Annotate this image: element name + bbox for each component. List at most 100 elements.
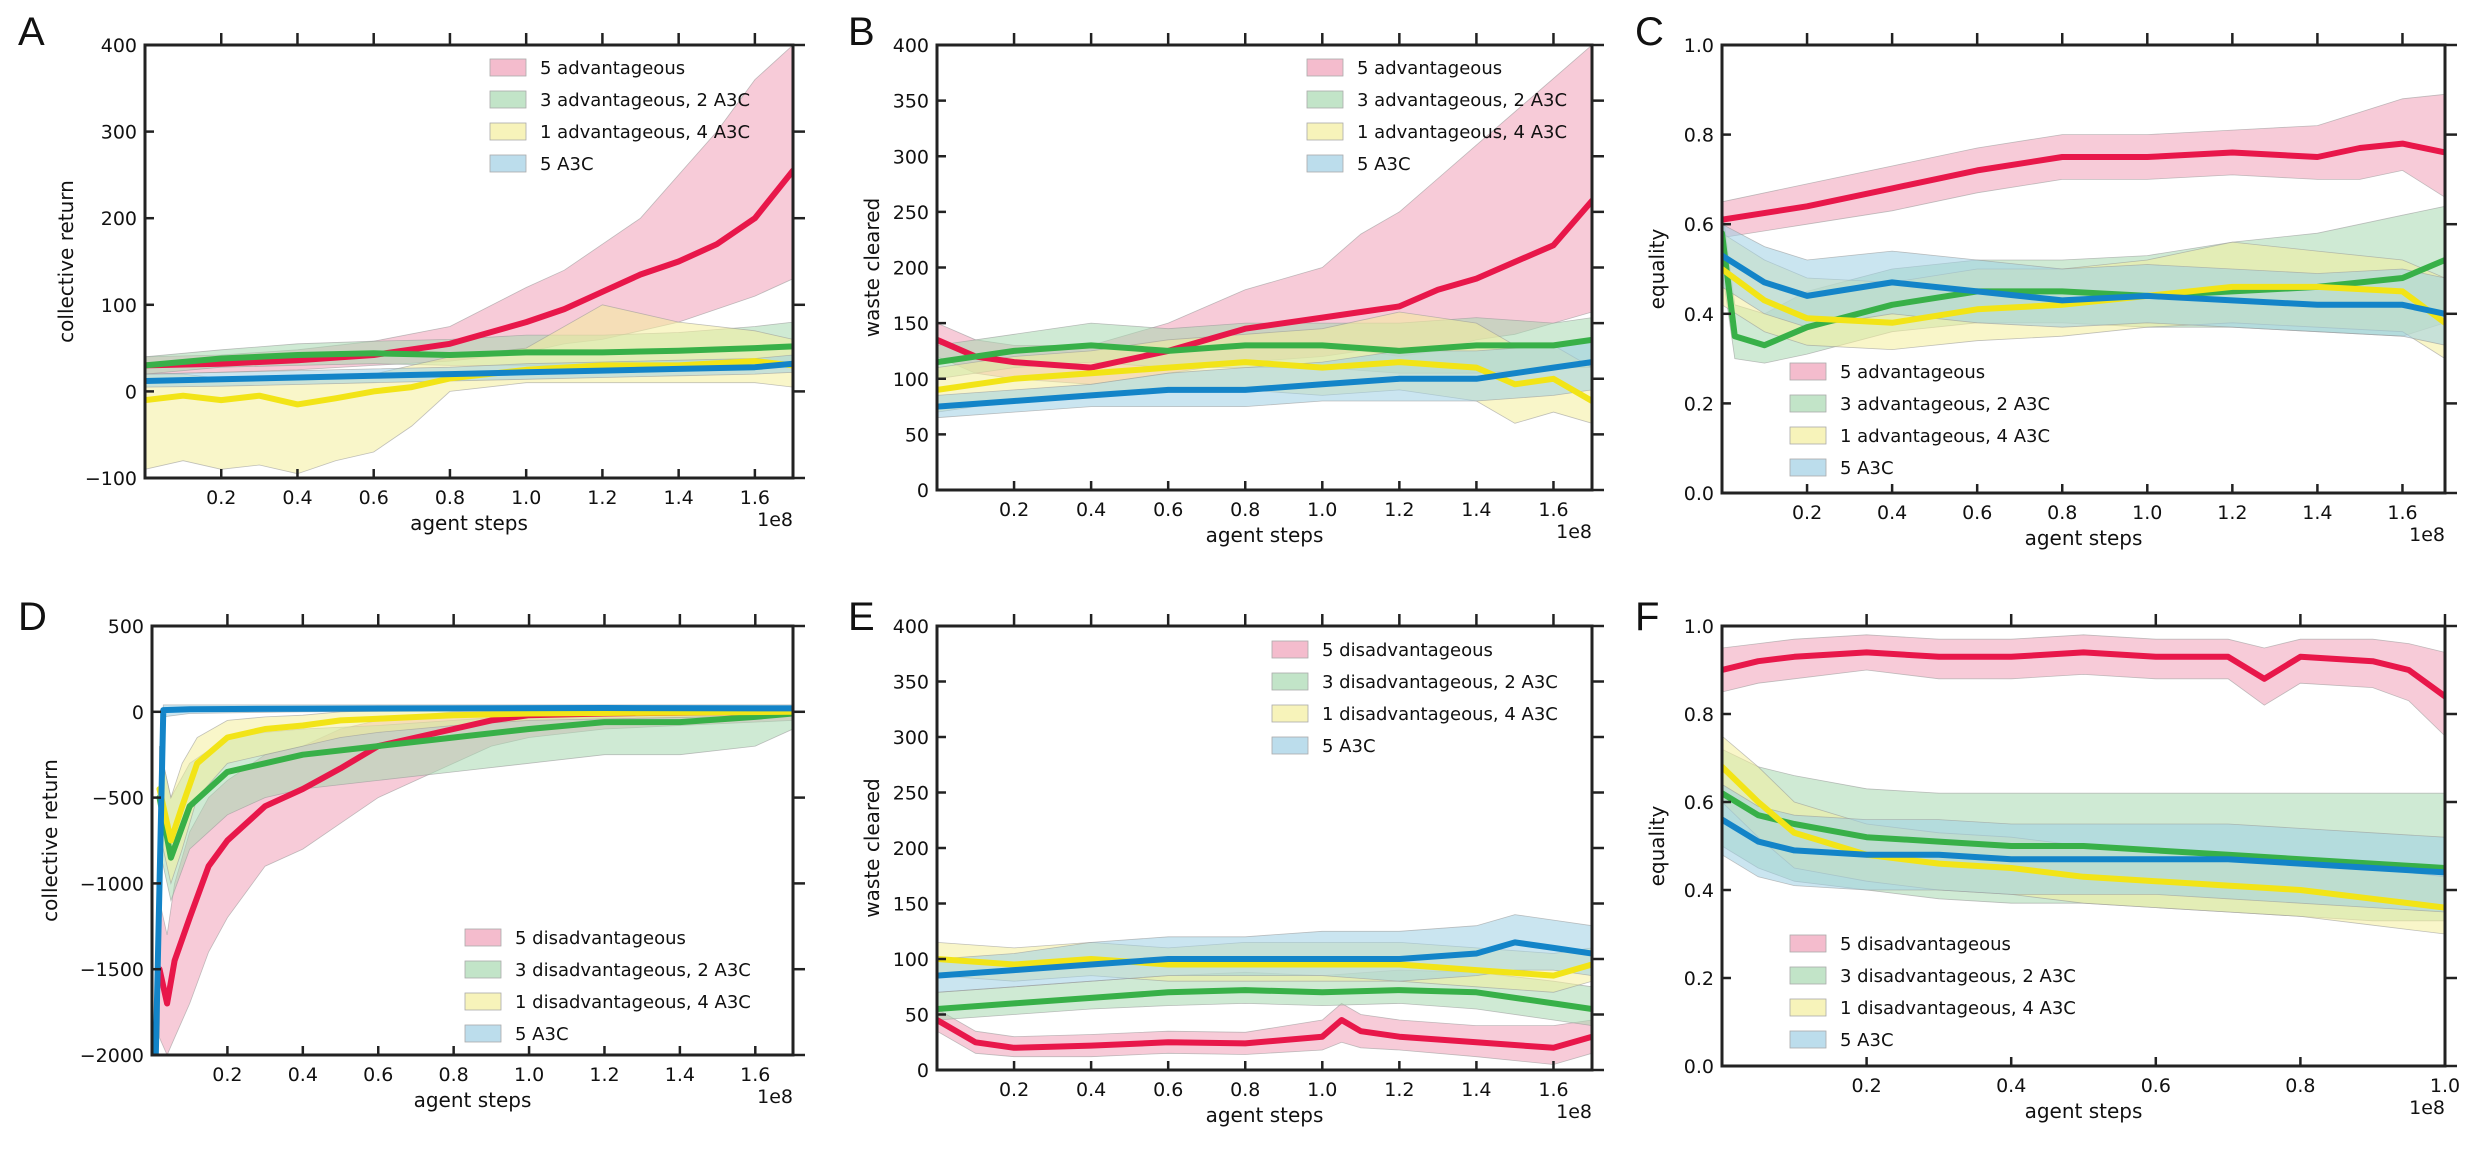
x-tick-label: 1.0 <box>2430 1075 2460 1097</box>
panel-letter: F <box>1635 595 1659 639</box>
series-band <box>937 339 1592 419</box>
y-tick-label: −100 <box>85 468 137 490</box>
series-line <box>937 359 1592 404</box>
legend-label: 3 advantageous, 2 A3C <box>1357 90 1567 111</box>
legend-swatch <box>464 992 502 1011</box>
panel-e: E 0.2 0.4 0.6 0.8 1.0 1.2 1.4 1.6 0 50 100 150 200 250… <box>848 595 1604 1127</box>
x-tick-label: 1.4 <box>1461 1079 1491 1101</box>
y-tick-label: 50 <box>905 1005 929 1027</box>
x-exponent-label: 1e8 <box>757 509 793 531</box>
axes-frame <box>150 624 795 1057</box>
legend-label: 3 disadvantageous, 2 A3C <box>1322 672 1558 693</box>
series-line <box>937 197 1592 371</box>
series-band <box>1722 223 2445 346</box>
x-tick-label: 1.2 <box>587 487 617 509</box>
legend-swatch <box>489 90 527 109</box>
panel-b: B 0.2 0.4 0.6 0.8 1.0 1.2 1.4 1.6 0 50 100 150 200 250… <box>848 10 1604 547</box>
y-tick-label: −1000 <box>80 873 144 895</box>
x-tick-label: 0.4 <box>1996 1075 2026 1097</box>
y-tick-label: 0.4 <box>1684 880 1714 902</box>
series-line <box>152 705 793 1055</box>
legend-swatch <box>1271 736 1309 755</box>
series-line <box>1722 816 2445 876</box>
y-tick-label: 150 <box>893 894 929 916</box>
legend-label: 5 A3C <box>1322 736 1376 757</box>
legend-label: 5 disadvantageous <box>515 928 686 949</box>
x-tick-label: 0.4 <box>1076 499 1106 521</box>
legend-label: 5 advantageous <box>1840 362 1985 383</box>
x-axis-label: agent steps <box>1206 1103 1324 1127</box>
legend-label: 5 advantageous <box>1357 58 1502 79</box>
legend-label: 5 disadvantageous <box>1322 640 1493 661</box>
y-tick-label: 0.8 <box>1684 704 1714 726</box>
x-tick-label: 0.4 <box>1877 502 1907 524</box>
series-band <box>1722 93 2445 239</box>
y-axis-label: equality <box>1645 805 1669 886</box>
legend-swatch <box>1789 1030 1827 1049</box>
panel-letter: D <box>18 595 47 639</box>
legend-label: 5 A3C <box>1840 458 1894 479</box>
x-tick-label: 0.2 <box>1851 1075 1881 1097</box>
series-line <box>1722 252 2445 317</box>
y-tick-label: 400 <box>101 35 137 57</box>
panel-letter: B <box>848 10 875 54</box>
x-tick-label: 1.0 <box>2132 502 2162 524</box>
x-tick-label: 1.6 <box>740 1064 770 1086</box>
panel-letter: E <box>848 595 875 639</box>
x-tick-label: 1.2 <box>2217 502 2247 524</box>
x-tick-label: 0.8 <box>2285 1075 2315 1097</box>
y-tick-label: −2000 <box>80 1045 144 1067</box>
plot-area <box>145 45 793 475</box>
legend-label: 1 disadvantageous, 4 A3C <box>1840 998 2076 1019</box>
x-tick-label: 1.6 <box>2387 502 2417 524</box>
series-line <box>156 710 793 861</box>
y-tick-label: 0 <box>917 480 929 502</box>
plot-area <box>1722 634 2445 935</box>
x-tick-label: 1.4 <box>664 487 694 509</box>
series-line <box>156 708 793 844</box>
plot-area <box>152 704 793 1055</box>
y-tick-label: 300 <box>893 146 929 168</box>
series-line <box>1722 140 2445 223</box>
series-line <box>937 1017 1592 1051</box>
y-tick-label: 0.2 <box>1684 393 1714 415</box>
legend-swatch <box>1789 966 1827 985</box>
legend-label: 3 disadvantageous, 2 A3C <box>1840 966 2076 987</box>
x-exponent-label: 1e8 <box>2409 1097 2445 1119</box>
panel-c: C 0.2 0.4 0.6 0.8 1.0 1.2 1.4 1.6 0.0 0.2 0.4 0.6 0.8… <box>1635 10 2457 550</box>
series-line <box>145 167 793 369</box>
series-line <box>937 336 1592 366</box>
y-tick-label: 0.2 <box>1684 968 1714 990</box>
y-tick-label: −500 <box>92 788 144 810</box>
plot-area <box>937 45 1592 424</box>
panel-letter: C <box>1635 10 1664 54</box>
x-tick-label: 0.6 <box>1153 1079 1183 1101</box>
y-axis-label: equality <box>1645 228 1669 309</box>
legend-swatch <box>1306 58 1344 77</box>
legend: 5 disadvantageous 3 disadvantageous, 2 A3… <box>1271 640 1558 757</box>
y-tick-label: 100 <box>101 295 137 317</box>
y-tick-label: 0.0 <box>1684 1056 1714 1078</box>
x-tick-label: 0.6 <box>359 487 389 509</box>
legend: 5 advantageous 3 advantageous, 2 A3C 1 adv… <box>1789 362 2050 479</box>
y-tick-label: 100 <box>893 949 929 971</box>
series-line <box>1722 763 2445 911</box>
legend: 5 advantageous 3 advantageous, 2 A3C 1 adv… <box>489 58 750 175</box>
x-tick-label: 1.6 <box>1538 499 1568 521</box>
legend: 5 advantageous 3 advantageous, 2 A3C 1 adv… <box>1306 58 1567 175</box>
x-axis-label: agent steps <box>2025 1099 2143 1123</box>
series-line <box>937 359 1592 410</box>
x-axis-label: agent steps <box>414 1088 532 1112</box>
y-tick-label: 200 <box>893 258 929 280</box>
x-tick-label: 1.0 <box>1307 499 1337 521</box>
x-tick-label: 0.4 <box>288 1064 318 1086</box>
x-tick-label: 0.2 <box>1792 502 1822 524</box>
y-tick-label: 400 <box>893 35 929 57</box>
legend-swatch <box>1789 998 1827 1017</box>
x-axis-label: agent steps <box>410 511 528 535</box>
legend-label: 3 disadvantageous, 2 A3C <box>515 960 751 981</box>
y-tick-label: 1.0 <box>1684 35 1714 57</box>
x-tick-label: 0.2 <box>206 487 236 509</box>
x-tick-label: 1.6 <box>740 487 770 509</box>
y-tick-label: 200 <box>893 838 929 860</box>
